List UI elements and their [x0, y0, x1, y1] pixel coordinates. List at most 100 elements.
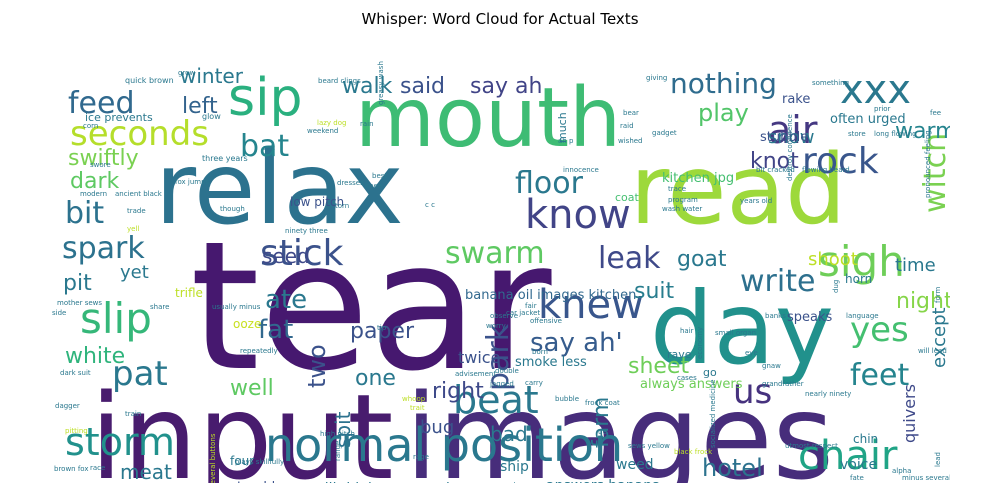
word-modern: modern [80, 190, 107, 198]
word-banks: banks [765, 312, 786, 320]
word-horn: horn [845, 272, 872, 286]
word-ah-p: ah p [558, 137, 574, 145]
word-witch: witch [918, 133, 950, 213]
word-except: except [929, 307, 950, 368]
word-sews-yellow: sews yellow [628, 442, 670, 450]
word-suit: suit [634, 279, 675, 304]
word-observe: observe [490, 312, 518, 320]
word-trouble: trouble [237, 480, 283, 483]
word-raid: raid [620, 122, 634, 130]
word-beat: beat [453, 378, 539, 422]
word-dresses: dresses [337, 179, 364, 187]
word-pronounced-feeling: pronounced feeling [924, 130, 932, 198]
word-bat: bat [240, 129, 289, 164]
word-left: left [182, 94, 218, 119]
word-black-frock: black frock [674, 448, 713, 456]
word-ask: ask [263, 144, 276, 152]
word-say-ah: say ah' [530, 328, 623, 358]
word-lead: lead [934, 452, 942, 467]
word-write: write [740, 264, 815, 299]
word-feet: feet [850, 358, 909, 393]
word-trait: trait [410, 404, 425, 412]
word-paper: paper [350, 319, 415, 344]
chart-title: Whisper: Word Cloud for Actual Texts [361, 10, 639, 28]
word-gadget: gadget [652, 129, 677, 137]
word-double: double [495, 367, 519, 375]
word-lazy-dog: lazy dog [317, 119, 346, 127]
word-swore: swore [90, 161, 111, 169]
word-jagged: jagged [489, 380, 514, 388]
word-whoop: whoop [402, 395, 426, 403]
word-advisement: advisement [455, 370, 496, 378]
word-small-organ: small organ [715, 329, 756, 337]
word-fat: fat [258, 315, 293, 345]
word-ate: ate [265, 285, 307, 315]
word-twice: twice [458, 348, 500, 367]
word-spark: spark [62, 231, 145, 266]
word-quick-brown: quick brown [125, 76, 174, 85]
word-winter: winter [180, 64, 244, 88]
word-repeatedly: repeatedly [240, 347, 278, 355]
word-chair: chair [798, 433, 898, 479]
word-wished: wished [618, 137, 643, 145]
word-ooze: ooze [233, 317, 261, 331]
word-beta: beta [446, 481, 478, 483]
word-race: race [90, 464, 105, 472]
word-rage: rage [413, 453, 429, 461]
word-often-urged: often urged [830, 112, 906, 127]
word-beard-clings: beard clings [318, 77, 361, 85]
word-slip: slip [80, 294, 152, 343]
word-time: time [895, 255, 936, 276]
word-pat: pat [112, 354, 168, 394]
word-hair: hair [680, 327, 694, 335]
word-frock-coat: frock coat [585, 399, 620, 407]
word-kitchen-jpg: kitchen jpg [662, 171, 734, 186]
word-long-flowing: long flowing [874, 130, 917, 138]
word-flowing-beard: flowing beard [802, 166, 850, 174]
word-farm: farm [589, 397, 614, 448]
word-smoke-less: smoke less [515, 355, 587, 370]
word-plays-skillfully: plays skillfully [235, 458, 284, 466]
word-us: us [733, 372, 772, 412]
word-rock: rock [802, 141, 879, 182]
word-socialized-medicine: socialized medicine [709, 379, 717, 448]
word-white: white [65, 344, 125, 369]
word-coat: coat [615, 191, 640, 204]
word-greasy-wash: greasy wash [377, 61, 385, 105]
word-ship: ship [500, 459, 529, 475]
word-answers-banana: answers banana [546, 478, 661, 483]
word-yet: yet [120, 262, 149, 283]
word-offensive: offensive [530, 317, 562, 325]
word-dagger: dagger [55, 402, 80, 410]
word-alpha: alpha [892, 467, 911, 475]
word-one: one [355, 366, 396, 391]
word-trifle: trifle [175, 286, 203, 300]
word-glow: glow [202, 112, 221, 121]
word-right: right [432, 379, 484, 404]
word-tear: tear [190, 203, 552, 410]
word-ninety-three: ninety three [285, 227, 328, 235]
word-years-old: years old [740, 197, 772, 205]
word-bubble: bubble [555, 395, 579, 403]
word-low-pitch: low pitch [290, 195, 344, 209]
word-two: two [303, 344, 331, 388]
word-corn: corn [83, 122, 98, 130]
word-relax: relax [155, 130, 404, 247]
word-rake: rake [782, 92, 810, 107]
word-tip: tip [377, 324, 387, 332]
word-know: know [525, 192, 631, 238]
word-knot: knot [750, 149, 799, 174]
word-said: said [400, 74, 445, 99]
word-something: something [812, 79, 849, 87]
word-nothing: nothing [670, 67, 777, 100]
word-minus-several: minus several [902, 474, 950, 482]
word-always-answers: always answers [640, 377, 743, 392]
word-normal-position: normal position [265, 418, 623, 472]
word-spit: spit [331, 411, 355, 448]
word-shoot: shoot [808, 249, 858, 270]
word-seed: seed [262, 244, 310, 268]
word-speaks: speaks [787, 310, 833, 325]
word-leak: leak [598, 241, 661, 276]
word-program: program [668, 196, 698, 204]
word-brown-fox: brown fox [54, 465, 89, 473]
